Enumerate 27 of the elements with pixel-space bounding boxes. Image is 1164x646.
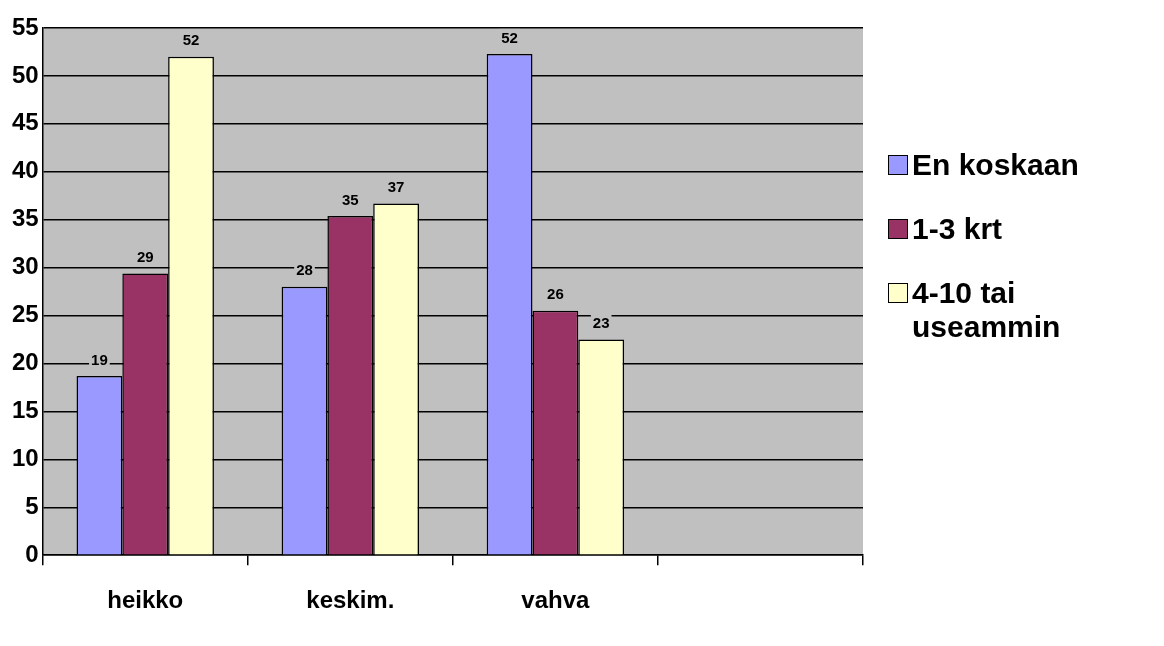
y-tick-label: 10 — [11, 443, 39, 471]
legend-label: 4-10 tai useammin — [912, 276, 1062, 344]
x-tick-label: heikko — [107, 586, 184, 614]
y-tick-label: 40 — [11, 156, 39, 184]
data-label: 23 — [592, 314, 610, 332]
y-tick-label: 25 — [11, 300, 39, 328]
y-tick-label: 0 — [25, 539, 39, 567]
y-tick-label: 55 — [11, 12, 39, 40]
data-label: 29 — [136, 248, 154, 266]
legend-label: En koskaan — [912, 148, 1079, 182]
y-tick-label: 30 — [11, 252, 39, 280]
data-label: 35 — [341, 190, 359, 208]
legend-label: 1-3 krt — [912, 212, 1003, 246]
data-label: 19 — [91, 350, 108, 368]
x-tick-label: keskim. — [306, 586, 395, 614]
data-label: 26 — [547, 285, 564, 303]
data-label: 52 — [182, 31, 200, 49]
y-tick-label: 5 — [25, 491, 39, 519]
data-label: 28 — [296, 261, 313, 279]
y-tick-label: 50 — [11, 60, 39, 88]
data-label: 37 — [387, 178, 405, 196]
data-label: 52 — [501, 28, 518, 46]
y-tick-label: 45 — [11, 108, 39, 136]
y-tick-label: 15 — [11, 396, 39, 424]
y-tick-label: 35 — [11, 204, 39, 232]
y-tick-label: 20 — [11, 348, 39, 376]
x-tick-label: vahva — [521, 586, 591, 614]
